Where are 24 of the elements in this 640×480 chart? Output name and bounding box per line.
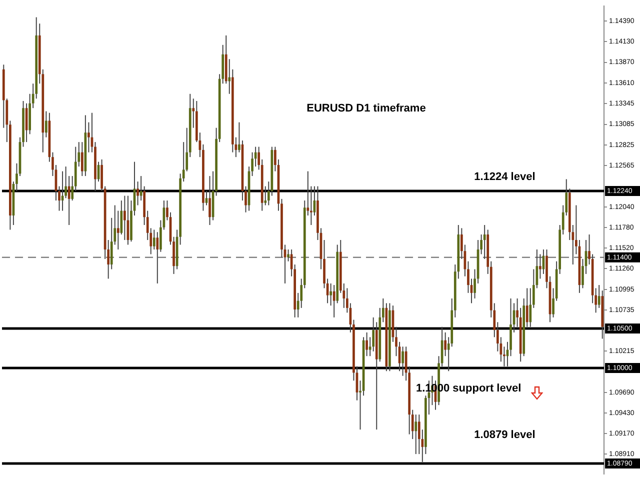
candlestick: [366, 332, 368, 357]
candlestick: [80, 142, 84, 177]
candlestick: [264, 186, 267, 206]
text: EURUSD D1 timeframe: [306, 102, 426, 115]
candlestick: [156, 232, 159, 284]
candlestick: [208, 176, 211, 226]
candlestick: [124, 195, 126, 240]
annotation: 1.1224 level: [474, 170, 536, 183]
candlestick: [526, 288, 528, 328]
candlestick: [598, 284, 600, 308]
candlestick: [238, 122, 240, 153]
candlestick: [539, 254, 542, 280]
candlestick: [44, 110, 48, 138]
candlestick: [483, 224, 486, 260]
candlestick: [372, 316, 375, 352]
annotation: 1.0879 level: [474, 429, 536, 442]
candlestick: [330, 282, 332, 306]
candlestick: [228, 58, 231, 94]
candlestick: [152, 229, 156, 250]
candlestick: [414, 414, 418, 455]
candlestick: [287, 248, 290, 262]
candlestick: [116, 210, 120, 250]
candlestick: [402, 346, 404, 376]
candlestick: [332, 284, 336, 318]
